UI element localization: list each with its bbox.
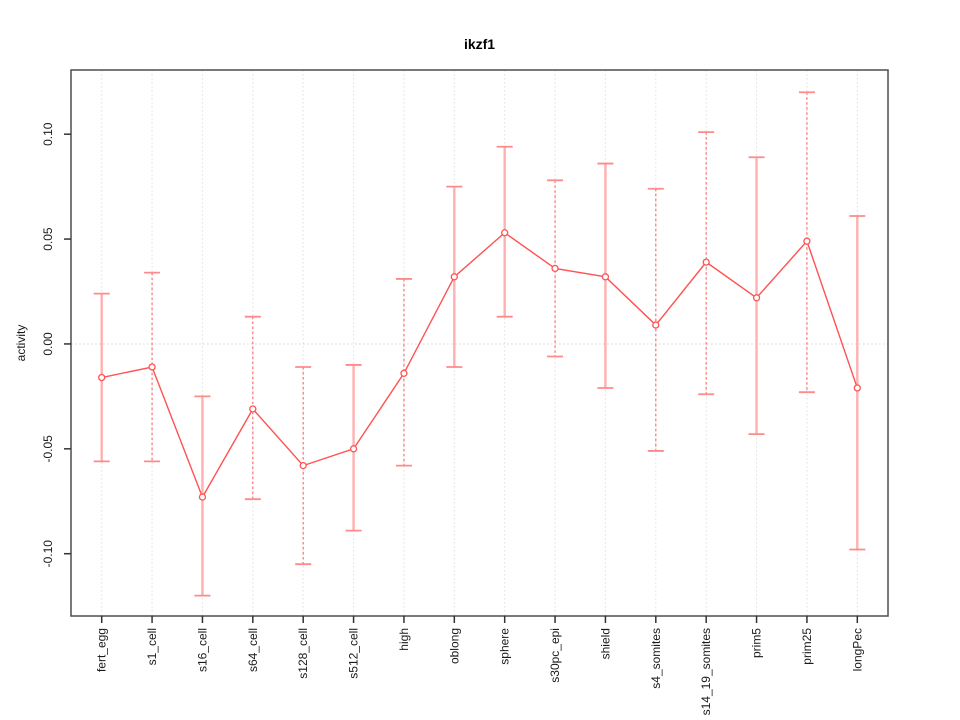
x-tick-label: fert_egg xyxy=(95,628,109,672)
data-point-marker xyxy=(450,273,458,281)
data-point-marker xyxy=(752,294,761,302)
chart-title: ikzf1 xyxy=(463,36,496,52)
data-point-marker xyxy=(601,273,610,281)
x-tick-label: s30pc_epi xyxy=(548,628,562,683)
y-tick-label: 0.05 xyxy=(41,227,55,251)
data-point-marker xyxy=(198,493,207,501)
data-point-marker xyxy=(98,373,106,382)
plot-border-box xyxy=(70,69,889,617)
x-tick-label: high xyxy=(397,628,411,651)
data-point-marker xyxy=(702,258,710,266)
data-point-marker xyxy=(501,229,509,237)
data-point-marker xyxy=(249,405,257,413)
data-point-marker xyxy=(853,384,861,392)
series-line xyxy=(101,231,858,499)
x-tick-label: prim5 xyxy=(750,628,764,658)
y-tick-label: 0.10 xyxy=(41,122,55,146)
data-point-marker xyxy=(148,363,156,371)
data-point-marker xyxy=(551,264,559,273)
y-tick-label: 0.00 xyxy=(41,332,55,356)
x-tick-label: shield xyxy=(598,628,612,659)
y-tick-label: -0.05 xyxy=(41,435,55,463)
x-tick-label: s128_cell xyxy=(296,628,310,679)
y-tick-label: -0.10 xyxy=(41,540,55,568)
data-point-marker xyxy=(400,369,408,377)
x-tick-label: sphere xyxy=(498,628,512,665)
x-tick-label: s1_cell xyxy=(145,628,159,665)
data-point-marker xyxy=(349,445,358,453)
x-tick-label: s64_cell xyxy=(246,628,260,672)
x-tick-label: s512_cell xyxy=(347,628,361,679)
x-tick-label: s16_cell xyxy=(195,628,209,672)
x-tick-label: oblong xyxy=(447,628,461,664)
y-axis-label: activity xyxy=(14,325,28,362)
x-tick-label: s4_somites xyxy=(649,628,663,689)
x-tick-label: longPec xyxy=(850,628,864,671)
data-point-marker xyxy=(299,461,307,470)
data-point-marker xyxy=(652,321,660,329)
data-point-marker xyxy=(803,237,811,245)
x-tick-label: prim25 xyxy=(800,628,814,665)
x-tick-label: s14_19_somites xyxy=(699,628,713,715)
